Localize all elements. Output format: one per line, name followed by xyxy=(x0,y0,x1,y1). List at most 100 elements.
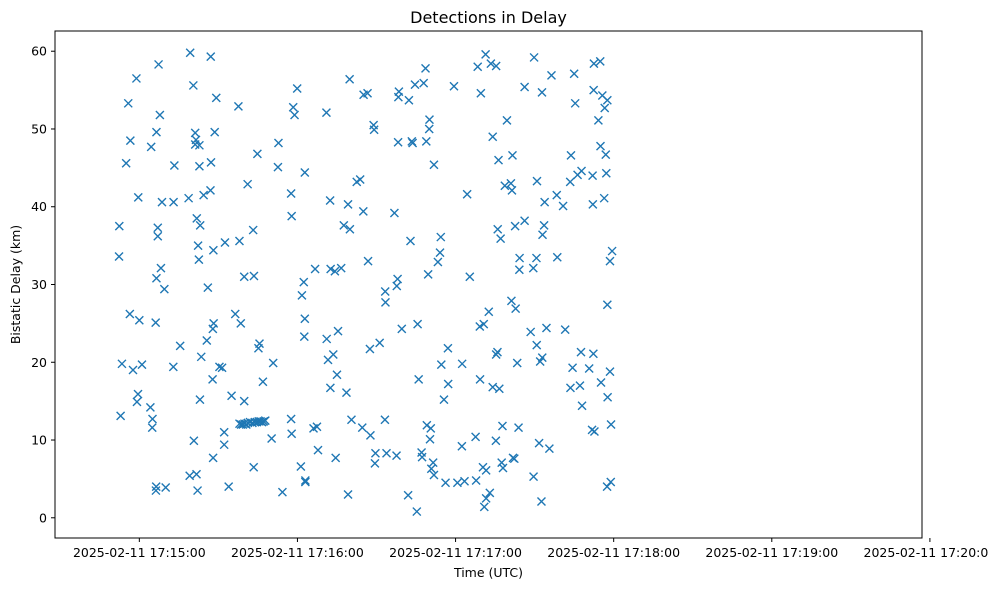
data-point-marker xyxy=(392,281,402,291)
data-point-marker xyxy=(268,358,278,368)
data-point-marker xyxy=(312,422,322,432)
data-point-marker xyxy=(484,307,494,317)
data-point-marker xyxy=(249,271,259,281)
x-tick-label: 2025-02-11 17:20:00 xyxy=(864,545,988,560)
data-point-marker xyxy=(488,132,498,142)
data-point-marker xyxy=(435,248,445,258)
data-point-marker xyxy=(589,85,599,95)
x-tick-label: 2025-02-11 17:17:00 xyxy=(389,545,522,560)
data-point-marker xyxy=(593,115,603,125)
data-point-marker xyxy=(169,161,179,171)
data-point-marker xyxy=(426,464,436,474)
data-point-marker xyxy=(341,388,351,398)
data-point-marker xyxy=(602,95,612,105)
data-point-marker xyxy=(535,356,545,366)
data-point-marker xyxy=(426,423,436,433)
data-point-marker xyxy=(296,461,306,471)
data-point-marker xyxy=(494,155,504,165)
data-point-marker xyxy=(491,61,501,71)
x-tick-label: 2025-02-11 17:16:00 xyxy=(231,545,364,560)
data-point-marker xyxy=(424,124,434,134)
data-point-marker xyxy=(528,263,538,273)
data-point-marker xyxy=(188,80,198,90)
data-point-marker xyxy=(155,110,165,120)
x-tick-label: 2025-02-11 17:15:00 xyxy=(73,545,206,560)
data-point-marker xyxy=(208,324,218,334)
data-point-marker xyxy=(203,283,213,293)
data-point-marker xyxy=(208,245,218,255)
data-point-marker xyxy=(520,216,530,226)
data-point-marker xyxy=(539,220,549,230)
data-point-marker xyxy=(429,470,439,480)
data-point-marker xyxy=(595,56,605,66)
data-point-marker xyxy=(403,490,413,500)
data-point-marker xyxy=(588,171,598,181)
data-point-marker xyxy=(220,238,230,248)
data-point-marker xyxy=(589,426,599,436)
data-point-marker xyxy=(328,349,338,359)
data-point-marker xyxy=(146,142,156,152)
data-point-marker xyxy=(575,381,585,391)
data-point-marker xyxy=(497,458,507,468)
data-point-marker xyxy=(205,185,215,195)
data-point-marker xyxy=(157,197,167,207)
data-point-marker xyxy=(206,157,216,167)
data-point-marker xyxy=(577,166,587,176)
data-point-marker xyxy=(425,434,435,444)
x-tick-label: 2025-02-11 17:19:00 xyxy=(705,545,838,560)
data-point-marker xyxy=(196,352,206,362)
data-point-marker xyxy=(534,438,544,448)
data-point-marker xyxy=(589,59,599,69)
data-point-marker xyxy=(147,423,157,433)
data-point-marker xyxy=(253,343,263,353)
data-point-marker xyxy=(496,234,506,244)
data-point-marker xyxy=(471,475,481,485)
data-point-marker xyxy=(211,93,221,103)
data-point-marker xyxy=(529,472,539,482)
data-point-marker xyxy=(227,391,237,401)
data-point-marker xyxy=(380,415,390,425)
data-point-marker xyxy=(560,325,570,335)
data-point-marker xyxy=(607,246,617,256)
data-point-marker xyxy=(529,52,539,62)
data-point-marker xyxy=(332,370,342,380)
data-point-marker xyxy=(210,127,220,137)
data-point-marker xyxy=(300,475,310,485)
data-point-marker xyxy=(151,273,161,283)
data-point-marker xyxy=(473,62,483,72)
data-point-marker xyxy=(479,502,489,512)
data-point-marker xyxy=(546,70,556,80)
data-point-marker xyxy=(436,360,446,370)
data-point-marker xyxy=(214,362,224,372)
data-point-marker xyxy=(333,326,343,336)
data-point-marker xyxy=(287,429,297,439)
data-point-marker xyxy=(322,334,332,344)
data-point-marker xyxy=(493,224,503,234)
data-point-marker xyxy=(219,440,229,450)
data-point-marker xyxy=(321,108,331,118)
data-point-marker xyxy=(600,103,610,113)
y-tick-label: 50 xyxy=(31,121,47,136)
data-point-marker xyxy=(596,141,605,151)
data-point-marker xyxy=(156,263,166,273)
data-point-marker xyxy=(193,486,203,496)
data-point-marker xyxy=(339,220,349,230)
data-point-marker xyxy=(576,347,586,357)
data-point-marker xyxy=(286,414,296,424)
data-point-marker xyxy=(290,110,300,120)
y-tick-label: 30 xyxy=(31,277,47,292)
data-point-marker xyxy=(433,257,443,267)
data-point-marker xyxy=(206,52,216,62)
data-point-marker xyxy=(151,482,161,492)
data-point-marker xyxy=(494,384,504,394)
data-point-marker xyxy=(536,496,546,506)
data-point-marker xyxy=(299,277,309,287)
data-point-marker xyxy=(331,453,341,463)
data-point-marker xyxy=(137,360,147,370)
data-point-marker xyxy=(532,176,542,186)
data-point-marker xyxy=(540,197,550,207)
data-point-marker xyxy=(202,335,212,345)
data-point-marker xyxy=(252,149,262,159)
data-point-marker xyxy=(471,432,481,442)
